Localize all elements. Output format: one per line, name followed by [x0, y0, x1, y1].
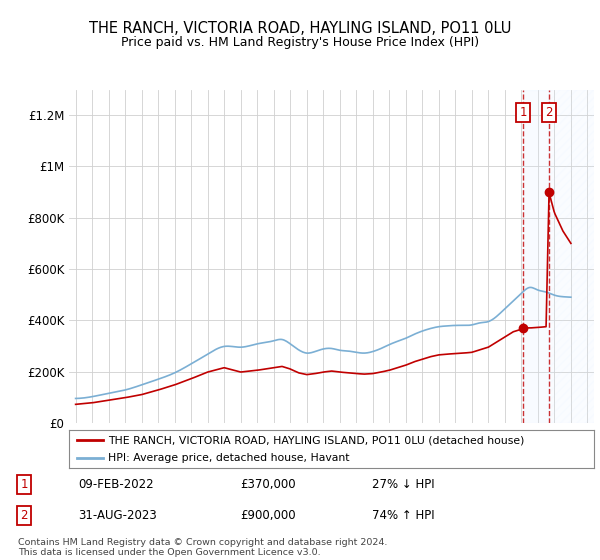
Text: 09-FEB-2022: 09-FEB-2022 [78, 478, 154, 491]
Text: Price paid vs. HM Land Registry's House Price Index (HPI): Price paid vs. HM Land Registry's House … [121, 36, 479, 49]
Text: £900,000: £900,000 [240, 508, 296, 522]
Text: HPI: Average price, detached house, Havant: HPI: Average price, detached house, Hava… [109, 453, 350, 463]
Text: 1: 1 [20, 478, 28, 491]
Text: 31-AUG-2023: 31-AUG-2023 [78, 508, 157, 522]
Text: 74% ↑ HPI: 74% ↑ HPI [372, 508, 434, 522]
Text: THE RANCH, VICTORIA ROAD, HAYLING ISLAND, PO11 0LU: THE RANCH, VICTORIA ROAD, HAYLING ISLAND… [89, 21, 511, 36]
Bar [523, 90, 549, 423]
Bar [549, 90, 596, 423]
Text: 2: 2 [20, 508, 28, 522]
Text: £370,000: £370,000 [240, 478, 296, 491]
Text: 2: 2 [545, 106, 553, 119]
Text: 27% ↓ HPI: 27% ↓ HPI [372, 478, 434, 491]
Text: Contains HM Land Registry data © Crown copyright and database right 2024.
This d: Contains HM Land Registry data © Crown c… [18, 538, 388, 557]
Text: THE RANCH, VICTORIA ROAD, HAYLING ISLAND, PO11 0LU (detached house): THE RANCH, VICTORIA ROAD, HAYLING ISLAND… [109, 435, 525, 445]
Text: 1: 1 [519, 106, 527, 119]
